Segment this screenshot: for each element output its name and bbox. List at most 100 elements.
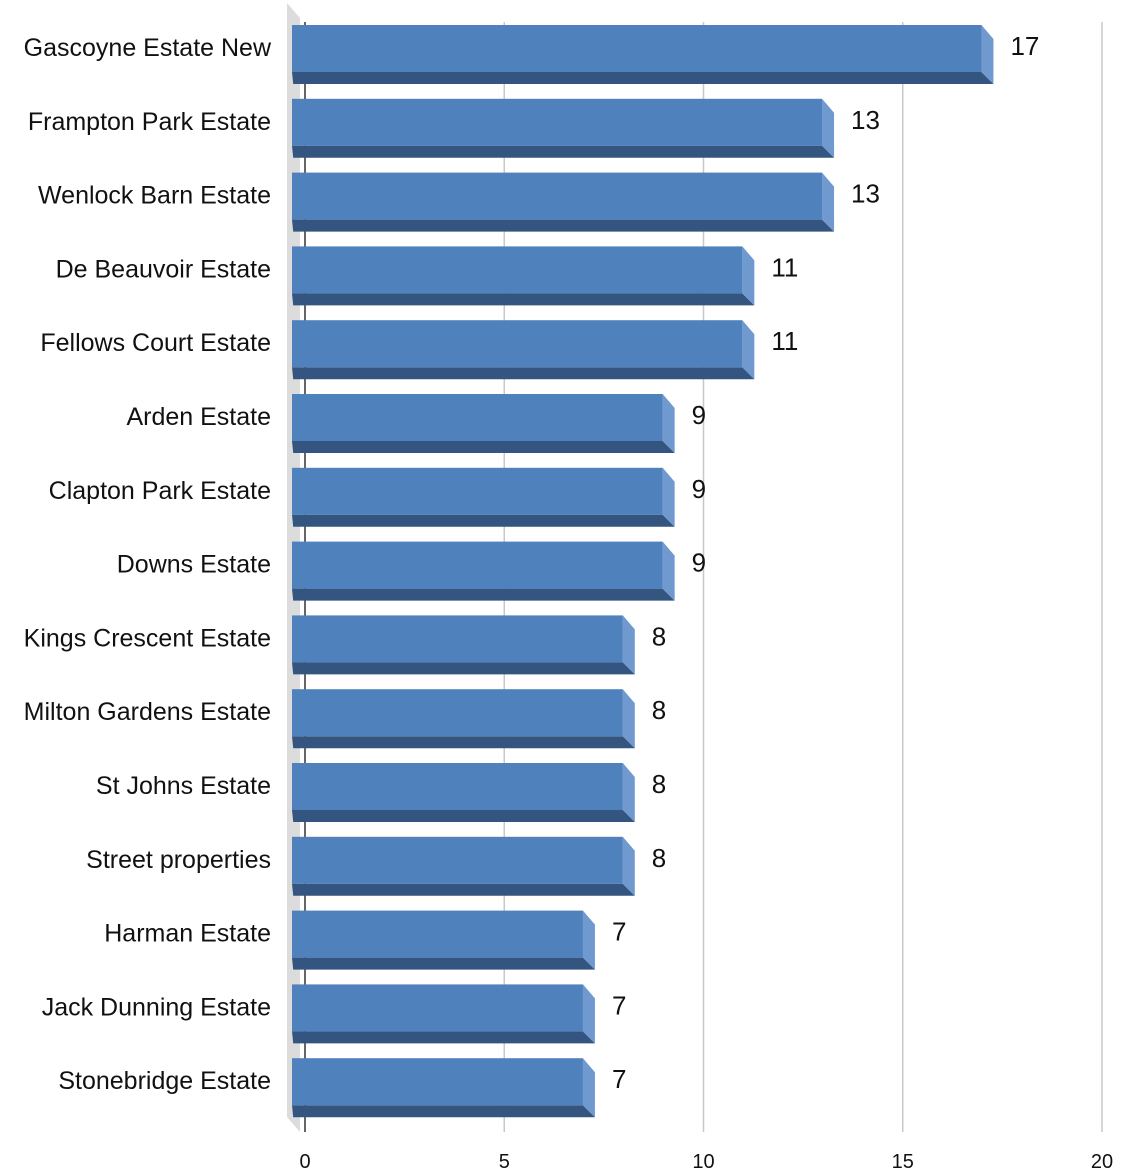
data-label: 7 <box>612 990 626 1020</box>
category-label: Milton Gardens Estate <box>24 698 271 726</box>
data-label: 8 <box>652 843 666 873</box>
bar <box>292 1058 595 1118</box>
bar <box>292 320 755 380</box>
x-tick-label: 5 <box>499 1151 510 1173</box>
bar-bottom-face <box>292 293 755 306</box>
x-tick-label: 0 <box>299 1151 310 1173</box>
bar-end-face <box>622 689 635 749</box>
bar-bottom-face <box>292 1105 595 1118</box>
bar-bottom-face <box>292 514 675 527</box>
bar-end-face <box>822 98 835 158</box>
bar-bottom-face <box>292 957 595 970</box>
category-label: Street properties <box>86 846 271 874</box>
bar-end-face <box>622 615 635 675</box>
category-label: Fellows Court Estate <box>40 329 271 357</box>
bar-end-face <box>582 910 595 970</box>
data-label: 8 <box>652 769 666 799</box>
bar-front-face <box>292 541 663 589</box>
data-label: 9 <box>692 474 706 504</box>
bar-bottom-face <box>292 588 675 601</box>
category-label: Stonebridge Estate <box>58 1067 271 1095</box>
bar-front-face <box>292 836 623 884</box>
bar-end-face <box>822 172 835 232</box>
category-label: Gascoyne Estate New <box>24 34 272 62</box>
category-label: Harman Estate <box>104 920 271 948</box>
bar-front-face <box>292 984 583 1032</box>
bar <box>292 394 675 453</box>
bar-front-face <box>292 98 823 146</box>
data-label: 7 <box>612 917 626 947</box>
bar-bottom-face <box>292 1031 595 1044</box>
bar <box>292 763 635 822</box>
bar-front-face <box>292 394 663 441</box>
x-tick-label: 10 <box>692 1151 714 1173</box>
category-label: Wenlock Barn Estate <box>38 182 271 210</box>
bar-bottom-face <box>292 72 994 84</box>
bar-end-face <box>582 1058 595 1118</box>
category-label: Arden Estate <box>126 403 271 431</box>
data-label: 8 <box>652 621 666 651</box>
bar-bottom-face <box>292 441 675 453</box>
category-labels: Gascoyne Estate New Frampton Park Estate W… <box>24 34 272 1095</box>
bar <box>292 98 835 158</box>
bar-front-face <box>292 246 743 294</box>
data-label: 17 <box>1010 31 1039 61</box>
bar-bottom-face <box>292 736 635 749</box>
bar <box>292 689 635 749</box>
bar-front-face <box>292 689 623 737</box>
bar <box>292 984 595 1044</box>
bar-front-face <box>292 172 823 220</box>
bar-end-face <box>981 25 994 84</box>
bar-end-face <box>742 320 755 380</box>
category-label: Downs Estate <box>117 551 271 579</box>
bar-front-face <box>292 1058 583 1106</box>
data-label: 11 <box>771 252 798 282</box>
bar <box>292 541 675 601</box>
bar-end-face <box>582 984 595 1044</box>
bar <box>292 172 835 232</box>
bar-front-face <box>292 615 623 663</box>
bar-end-face <box>662 394 675 453</box>
bar-bottom-face <box>292 810 635 822</box>
bar-front-face <box>292 763 623 810</box>
bar-end-face <box>742 246 755 306</box>
bar-front-face <box>292 320 743 368</box>
bar <box>292 25 994 84</box>
bar <box>292 836 635 896</box>
category-label: Jack Dunning Estate <box>42 993 271 1021</box>
bar <box>292 910 595 970</box>
category-label: Frampton Park Estate <box>28 108 271 136</box>
bar-front-face <box>292 467 663 515</box>
category-label: Kings Crescent Estate <box>24 624 271 652</box>
data-label: 13 <box>851 179 880 209</box>
x-tick-label: 15 <box>892 1151 914 1173</box>
x-tick-label: 20 <box>1091 1151 1113 1173</box>
bar-end-face <box>622 763 635 822</box>
data-label: 7 <box>612 1064 626 1094</box>
bar <box>292 246 755 306</box>
category-label: St Johns Estate <box>96 772 271 800</box>
data-label: 8 <box>652 695 666 725</box>
bars <box>292 25 994 1118</box>
bar-bottom-face <box>292 145 835 158</box>
data-labels: 17 13 13 11 11 9 9 9 8 8 8 8 7 7 7 <box>612 31 1039 1094</box>
category-label: De Beauvoir Estate <box>56 255 271 283</box>
bar-front-face <box>292 910 583 958</box>
bar-end-face <box>662 541 675 601</box>
bar-end-face <box>662 467 675 527</box>
data-label: 11 <box>771 326 798 356</box>
bar-bottom-face <box>292 367 755 380</box>
data-label: 13 <box>851 105 880 135</box>
bar-bottom-face <box>292 219 835 232</box>
bar-bottom-face <box>292 883 635 896</box>
category-label: Clapton Park Estate <box>49 477 271 505</box>
bar-front-face <box>292 25 982 72</box>
bar-end-face <box>622 836 635 896</box>
x-axis-ticks: 0 5 10 15 20 <box>299 1151 1113 1173</box>
bar <box>292 467 675 527</box>
bar-bottom-face <box>292 662 635 675</box>
data-label: 9 <box>692 400 706 430</box>
data-label: 9 <box>692 548 706 578</box>
bar <box>292 615 635 675</box>
